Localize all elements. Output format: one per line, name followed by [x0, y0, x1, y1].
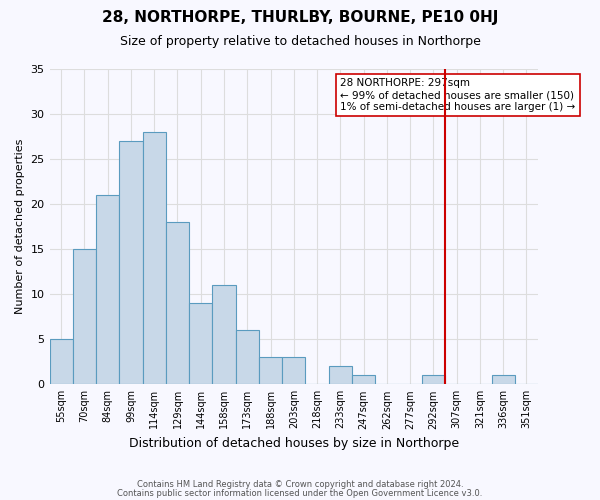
Bar — [329, 366, 352, 384]
Bar — [259, 358, 282, 384]
Bar — [73, 249, 96, 384]
Bar — [236, 330, 259, 384]
Bar — [166, 222, 189, 384]
Bar — [422, 376, 445, 384]
Y-axis label: Number of detached properties: Number of detached properties — [15, 139, 25, 314]
Text: Size of property relative to detached houses in Northorpe: Size of property relative to detached ho… — [119, 35, 481, 48]
Bar — [212, 285, 236, 384]
Text: Contains public sector information licensed under the Open Government Licence v3: Contains public sector information licen… — [118, 488, 482, 498]
Bar — [96, 195, 119, 384]
Bar — [352, 376, 375, 384]
Bar — [50, 340, 73, 384]
Text: Contains HM Land Registry data © Crown copyright and database right 2024.: Contains HM Land Registry data © Crown c… — [137, 480, 463, 489]
Bar — [143, 132, 166, 384]
Bar — [282, 358, 305, 384]
Bar — [189, 303, 212, 384]
Bar — [119, 141, 143, 384]
Bar — [491, 376, 515, 384]
Text: 28 NORTHORPE: 297sqm
← 99% of detached houses are smaller (150)
1% of semi-detac: 28 NORTHORPE: 297sqm ← 99% of detached h… — [340, 78, 575, 112]
X-axis label: Distribution of detached houses by size in Northorpe: Distribution of detached houses by size … — [129, 437, 459, 450]
Text: 28, NORTHORPE, THURLBY, BOURNE, PE10 0HJ: 28, NORTHORPE, THURLBY, BOURNE, PE10 0HJ — [102, 10, 498, 25]
